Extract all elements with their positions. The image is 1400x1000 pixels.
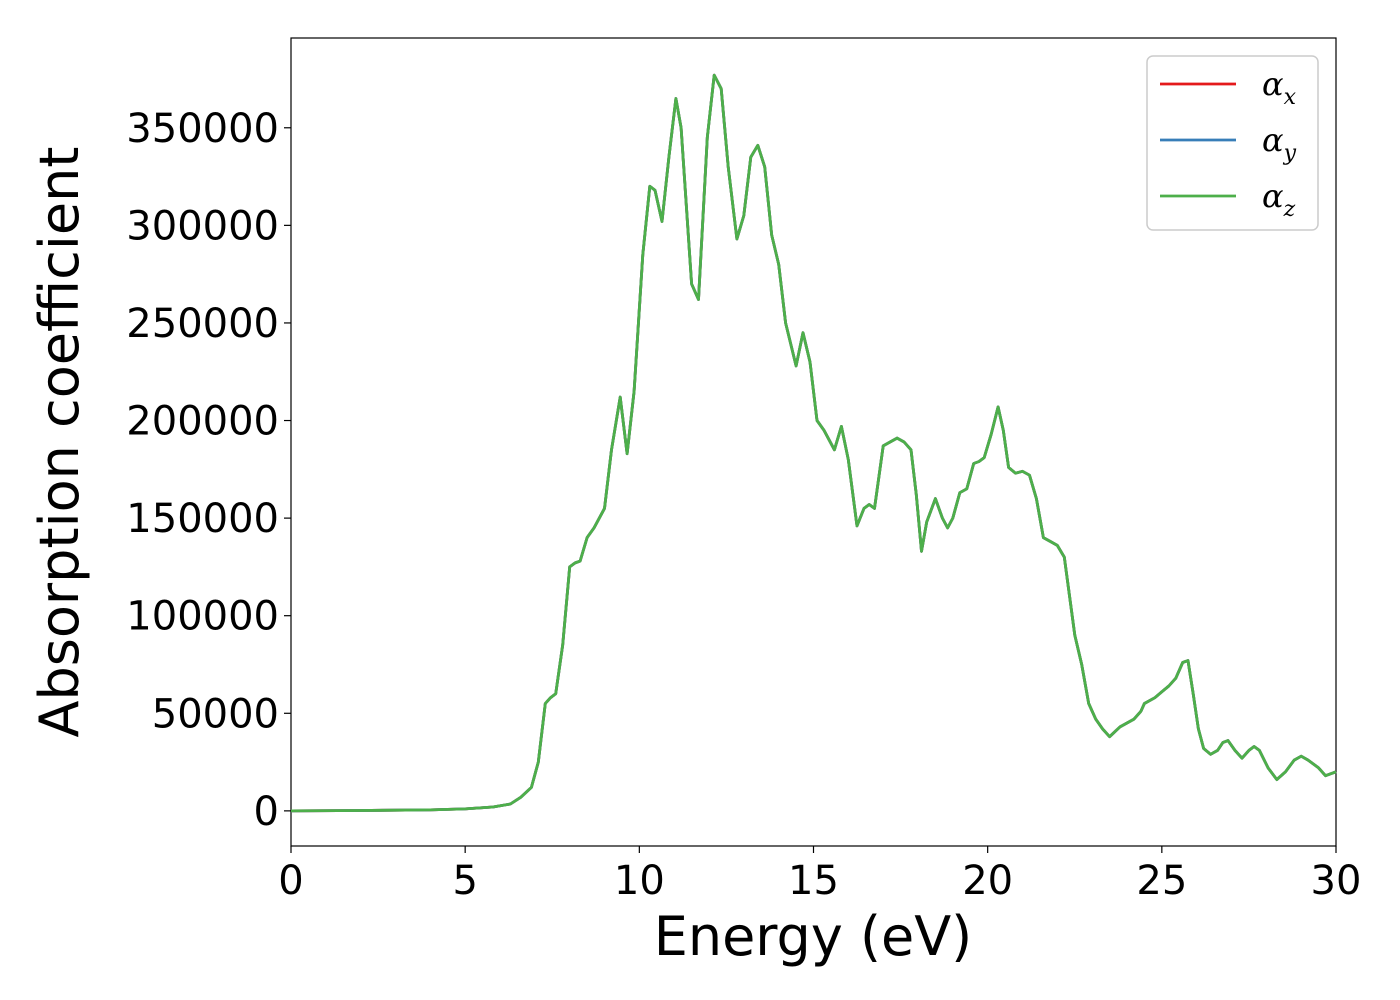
y-tick-label: 50000 <box>152 691 279 737</box>
x-tick-label: 5 <box>452 858 477 904</box>
y-tick-label: 0 <box>254 789 279 835</box>
legend: αx αy αz <box>1146 55 1319 231</box>
legend-box <box>1146 55 1319 231</box>
y-tick-label: 150000 <box>126 496 279 542</box>
x-axis: 0 5 10 15 20 25 30 <box>278 846 1361 904</box>
series-lines <box>290 73 1337 813</box>
y-tick-label: 250000 <box>126 301 279 347</box>
x-tick-label: 10 <box>614 858 665 904</box>
x-axis-label: Energy (eV) <box>654 905 973 968</box>
y-tick-label: 100000 <box>126 594 279 640</box>
y-tick-label: 300000 <box>126 203 279 249</box>
legend-label-alpha-x: αx <box>1262 65 1297 110</box>
series-line-alpha-z <box>290 73 1337 813</box>
legend-label-alpha-z: αz <box>1262 177 1296 222</box>
x-tick-label: 15 <box>788 858 839 904</box>
legend-label-alpha-y: αy <box>1262 121 1297 166</box>
x-tick-label: 20 <box>962 858 1013 904</box>
y-tick-label: 200000 <box>126 399 279 445</box>
y-tick-label: 350000 <box>126 106 279 152</box>
y-axis-label: Absorption coefficient <box>28 147 91 738</box>
x-tick-label: 30 <box>1311 858 1362 904</box>
x-tick-label: 25 <box>1136 858 1187 904</box>
y-axis: 0 50000 100000 150000 200000 250000 300000 3500… <box>126 106 291 835</box>
x-tick-label: 0 <box>278 858 303 904</box>
